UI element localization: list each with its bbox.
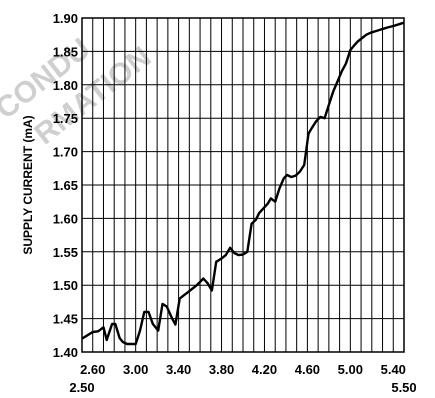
x-tick-label: 5.00 — [338, 362, 363, 377]
y-tick-label: 1.45 — [53, 312, 78, 327]
series-line-supply-current — [81, 21, 405, 346]
y-tick-label: 1.80 — [53, 78, 78, 93]
y-tick-label: 1.75 — [53, 111, 78, 126]
y-tick-label: 1.40 — [53, 345, 78, 360]
y-tick-label: 1.65 — [53, 178, 78, 193]
x-axis-ticks: 2.60 3.00 3.40 3.80 4.20 4.60 5.00 5.40 2.50 5.50 — [69, 362, 416, 395]
x-tick-label: 4.20 — [252, 362, 277, 377]
y-axis-label: SUPPLY CURRENT (mA) — [21, 115, 35, 254]
plot-frame — [81, 17, 405, 353]
x-tick-label: 3.80 — [209, 362, 234, 377]
y-tick-label: 1.50 — [53, 278, 78, 293]
x-tick-label: 3.40 — [166, 362, 191, 377]
grid — [82, 18, 404, 352]
y-axis-ticks: 1.40 1.45 1.50 1.55 1.60 1.65 1.70 1.75 1.80 1.85… — [53, 11, 78, 360]
x-tick-label-secondary: 5.50 — [391, 380, 416, 395]
y-tick-label: 1.60 — [53, 211, 78, 226]
y-tick-label: 1.85 — [53, 44, 78, 59]
x-tick-label: 4.60 — [295, 362, 320, 377]
x-tick-label: 3.00 — [123, 362, 148, 377]
x-tick-label-secondary: 2.50 — [69, 380, 94, 395]
y-tick-label: 1.70 — [53, 145, 78, 160]
y-tick-label: 1.90 — [53, 11, 78, 26]
y-tick-label: 1.55 — [53, 245, 78, 260]
x-tick-label: 2.60 — [80, 362, 105, 377]
x-tick-label: 5.40 — [381, 362, 406, 377]
